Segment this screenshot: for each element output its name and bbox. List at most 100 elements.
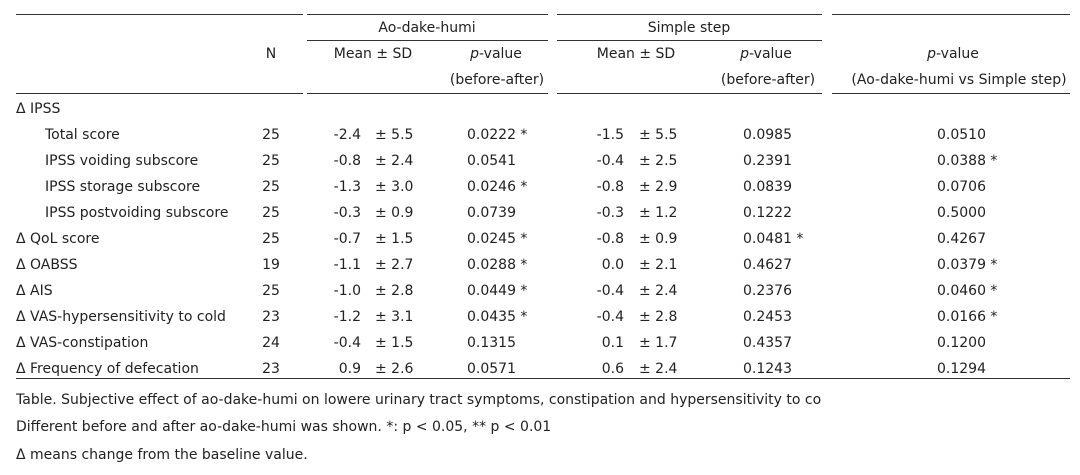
- row-label: Δ VAS-constipation: [16, 335, 149, 351]
- simple-step-mean: -0.3: [596, 205, 624, 221]
- delta-note: Δ means change from the baseline value.: [16, 447, 308, 463]
- ao-dake-humi-sd: ± 0.9: [375, 205, 414, 221]
- n-value: 25: [262, 283, 280, 299]
- simple-step-sd: ± 0.9: [639, 231, 678, 247]
- n-value: 25: [262, 231, 280, 247]
- group1-before-after-header: (before-after): [449, 72, 545, 88]
- ao-dake-humi-sd: ± 2.6: [375, 361, 414, 377]
- simple-step-p-value: 0.2376: [743, 283, 792, 299]
- ao-dake-humi-p-value: 0.0739: [467, 205, 516, 221]
- group2-underline: [557, 40, 822, 41]
- simple-step-p-value: 0.2453: [743, 309, 792, 325]
- simple-step-sd: ± 1.2: [639, 205, 678, 221]
- row-label: Δ VAS-hypersensitivity to cold: [16, 309, 226, 325]
- simple-step-p-value: 0.4357: [743, 335, 792, 351]
- header-bottom-rule-group2: [557, 93, 822, 94]
- row-label: Δ QoL score: [16, 231, 100, 247]
- ao-dake-humi-mean: 0.9: [338, 361, 361, 377]
- p-italic: p: [740, 46, 749, 62]
- n-value: 23: [262, 309, 280, 325]
- table-row: Δ OABSS 19 -1.1 ± 2.7 0.0288 * 0.0 ± 2.1 0.4627…: [0, 252, 1080, 278]
- simple-step-mean: -1.5: [596, 127, 624, 143]
- header-bottom-rule-left: [16, 93, 303, 94]
- top-rule-group2: [557, 14, 822, 15]
- row-label: Δ OABSS: [16, 257, 78, 273]
- row-label: IPSS postvoiding subscore: [45, 205, 229, 221]
- ao-dake-humi-p-value: 0.0571: [467, 361, 516, 377]
- ao-dake-humi-sd: ± 2.8: [375, 283, 414, 299]
- table-row: Δ VAS-hypersensitivity to cold 23 -1.2 ± 3.…: [0, 304, 1080, 330]
- simple-step-mean: -0.8: [596, 231, 624, 247]
- ao-dake-humi-mean: -2.4: [333, 127, 361, 143]
- ao-dake-humi-p-value: 0.0245 *: [467, 231, 528, 247]
- simple-step-sd: ± 2.4: [639, 361, 678, 377]
- simple-step-sd: ± 2.9: [639, 179, 678, 195]
- simple-step-mean: -0.8: [596, 179, 624, 195]
- ao-dake-humi-sd: ± 1.5: [375, 231, 414, 247]
- comparison-p-value: 0.5000: [937, 205, 986, 221]
- table-bottom-rule: [16, 378, 1070, 379]
- n-value: 25: [262, 179, 280, 195]
- table-row: Total score 25 -2.4 ± 5.5 0.0222 * -1.5 ± 5.5 0…: [0, 122, 1080, 148]
- ao-dake-humi-mean: -0.3: [333, 205, 361, 221]
- row-label: IPSS storage subscore: [45, 179, 201, 195]
- simple-step-sd: ± 5.5: [639, 127, 678, 143]
- table-row: IPSS postvoiding subscore 25 -0.3 ± 0.9 0.07…: [0, 200, 1080, 226]
- comparison-p-value: 0.0460 *: [937, 283, 998, 299]
- n-header: N: [265, 46, 277, 62]
- group2-header: Simple step: [647, 20, 731, 36]
- group1-header: Ao-dake-humi: [378, 20, 476, 36]
- group1-pvalue-header: p-value: [470, 45, 522, 63]
- group1-mean-sd-header: Mean ± SD: [333, 46, 413, 62]
- row-label: Δ AIS: [16, 283, 53, 299]
- table-row: Δ Frequency of defecation 23 0.9 ± 2.6 0.057…: [0, 356, 1080, 382]
- simple-step-mean: -0.4: [596, 153, 624, 169]
- table-row: Δ AIS 25 -1.0 ± 2.8 0.0449 * -0.4 ± 2.4 0.2376 0…: [0, 278, 1080, 304]
- comparison-p-value: 0.0166 *: [937, 309, 998, 325]
- group2-mean-sd-header: Mean ± SD: [596, 46, 676, 62]
- n-value: 23: [262, 361, 280, 377]
- group1-underline: [307, 40, 548, 41]
- group2-pvalue-header: p-value: [740, 45, 792, 63]
- table-row: Δ QoL score 25 -0.7 ± 1.5 0.0245 * -0.8 ± 0.9 0…: [0, 226, 1080, 252]
- ao-dake-humi-p-value: 0.1315: [467, 335, 516, 351]
- simple-step-p-value: 0.1222: [743, 205, 792, 221]
- p-suffix: -value: [478, 46, 522, 62]
- comparison-p-value: 0.4267: [937, 231, 986, 247]
- simple-step-sd: ± 2.4: [639, 283, 678, 299]
- simple-step-p-value: 0.0481 *: [743, 231, 804, 247]
- simple-step-mean: 0.0: [601, 257, 624, 273]
- table-row: IPSS voiding subscore 25 -0.8 ± 2.4 0.0541 -0…: [0, 148, 1080, 174]
- n-value: 25: [262, 205, 280, 221]
- simple-step-p-value: 0.2391: [743, 153, 792, 169]
- simple-step-mean: -0.4: [596, 309, 624, 325]
- table-row: IPSS storage subscore 25 -1.3 ± 3.0 0.0246 *…: [0, 174, 1080, 200]
- comparison-p-value: 0.1294: [937, 361, 986, 377]
- ao-dake-humi-sd: ± 3.1: [375, 309, 414, 325]
- table-caption: Table. Subjective effect of ao-dake-humi…: [16, 392, 822, 408]
- row-label: Δ IPSS: [16, 101, 61, 117]
- comparison-p-value: 0.0706: [937, 179, 986, 195]
- p-italic: p: [927, 46, 936, 62]
- comparison-p-value: 0.1200: [937, 335, 986, 351]
- ao-dake-humi-p-value: 0.0449 *: [467, 283, 528, 299]
- header-bottom-rule-comparison: [832, 93, 1070, 94]
- ao-dake-humi-mean: -0.7: [333, 231, 361, 247]
- ao-dake-humi-p-value: 0.0541: [467, 153, 516, 169]
- simple-step-p-value: 0.0985: [743, 127, 792, 143]
- ao-dake-humi-sd: ± 3.0: [375, 179, 414, 195]
- group2-before-after-header: (before-after): [720, 72, 816, 88]
- simple-step-mean: -0.4: [596, 283, 624, 299]
- row-label: Total score: [45, 127, 120, 143]
- top-rule-comparison: [832, 14, 1070, 15]
- ao-dake-humi-mean: -0.8: [333, 153, 361, 169]
- row-label: Δ Frequency of defecation: [16, 361, 199, 377]
- ao-dake-humi-mean: -1.0: [333, 283, 361, 299]
- p-italic: p: [470, 46, 479, 62]
- ao-dake-humi-mean: -1.3: [333, 179, 361, 195]
- ao-dake-humi-mean: -0.4: [333, 335, 361, 351]
- header-bottom-rule-group1: [307, 93, 548, 94]
- comparison-p-value: 0.0379 *: [937, 257, 998, 273]
- comparison-pvalue-header: p-value: [927, 45, 979, 63]
